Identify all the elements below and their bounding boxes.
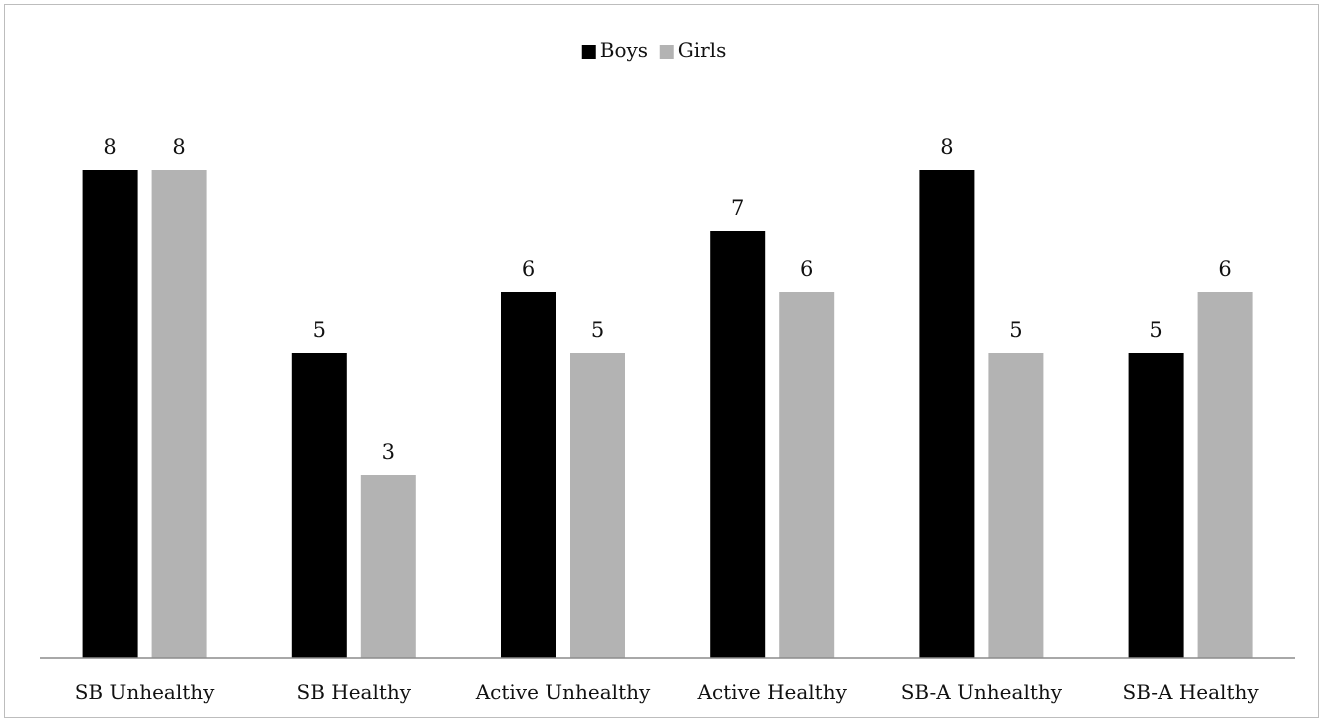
bar-girls-2 [570, 353, 625, 658]
bar-girls-1 [360, 475, 416, 658]
data-labels-group: 8 8 5 3 6 5 7 6 8 5 5 6 [103, 135, 1231, 464]
data-label-girls-3: 6 [800, 257, 813, 281]
legend-swatch-boys [581, 45, 596, 59]
data-label-boys-0: 8 [103, 135, 116, 159]
bar-girls-0 [151, 170, 207, 658]
data-label-boys-1: 5 [313, 318, 326, 342]
x-tick-label-1: SB Healthy [297, 680, 412, 704]
bar-boys-4 [919, 170, 975, 658]
chart-frame: Boys Girls 8 8 5 3 6 5 7 6 8 5 5 6 SB Unhealthy SB He… [4, 4, 1319, 718]
bar-chart: Boys Girls 8 8 5 3 6 5 7 6 8 5 5 6 SB Unhealthy SB He… [40, 38, 1295, 704]
data-label-boys-5: 5 [1149, 318, 1162, 342]
bar-boys-1 [291, 353, 347, 658]
legend: Boys Girls [581, 38, 727, 62]
bar-boys-0 [82, 170, 138, 658]
bar-girls-3 [779, 292, 835, 658]
x-tick-label-5: SB-A Healthy [1123, 680, 1260, 704]
data-label-girls-4: 5 [1009, 318, 1022, 342]
bar-girls-4 [988, 353, 1044, 658]
legend-swatch-girls [659, 45, 674, 59]
bar-girls-5 [1197, 292, 1253, 658]
data-label-girls-0: 8 [172, 135, 185, 159]
data-label-girls-5: 6 [1218, 257, 1231, 281]
data-label-boys-4: 8 [940, 135, 953, 159]
bar-boys-5 [1128, 353, 1184, 658]
x-tick-labels-group: SB Unhealthy SB Healthy Active Unhealthy Ac… [75, 680, 1260, 704]
x-tick-label-3: Active Healthy [697, 680, 848, 704]
bar-boys-2 [501, 292, 556, 658]
data-label-boys-2: 6 [522, 257, 535, 281]
bars-group [82, 170, 1253, 658]
x-tick-label-0: SB Unhealthy [75, 680, 215, 704]
x-tick-label-4: SB-A Unhealthy [901, 680, 1063, 704]
data-label-girls-1: 3 [382, 440, 395, 464]
legend-label-girls: Girls [678, 38, 727, 62]
x-tick-label-2: Active Unhealthy [475, 680, 651, 704]
legend-label-boys: Boys [600, 38, 648, 62]
data-label-girls-2: 5 [591, 318, 604, 342]
data-label-boys-3: 7 [731, 196, 744, 220]
bar-boys-3 [710, 231, 766, 658]
